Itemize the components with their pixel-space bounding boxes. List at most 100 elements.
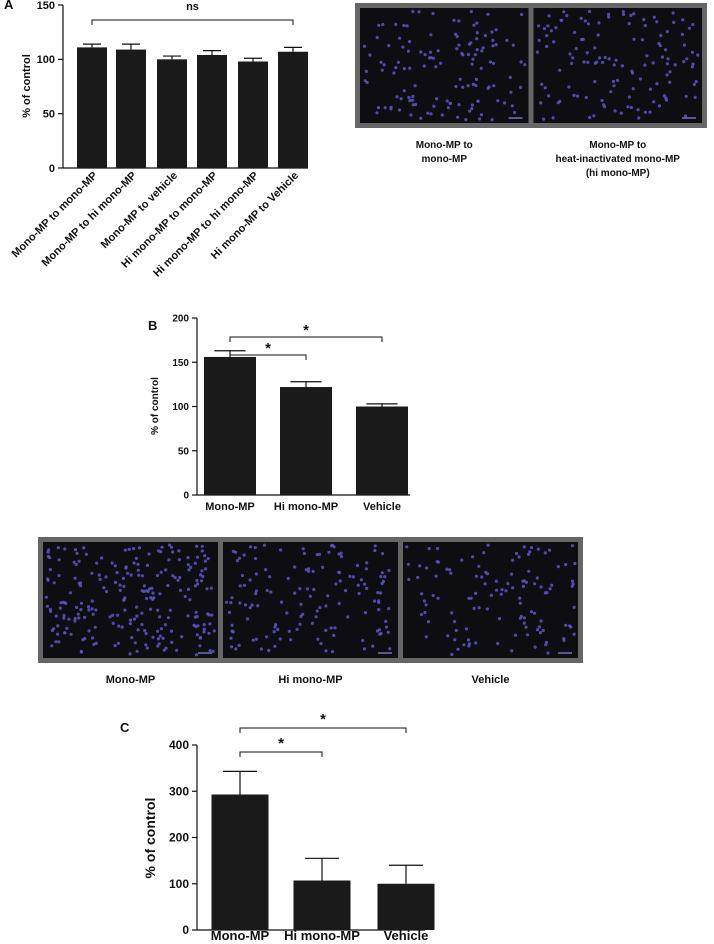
- cell-dot: [510, 649, 514, 653]
- cell-dot: [158, 592, 162, 596]
- cell-dot: [592, 114, 596, 118]
- cell-dot: [87, 629, 91, 633]
- cell-dot: [510, 104, 514, 108]
- cell-dot: [118, 588, 122, 593]
- cell-dot: [279, 548, 283, 552]
- cell-dot: [574, 47, 578, 51]
- cell-dot: [630, 71, 635, 75]
- cell-dot: [548, 548, 552, 552]
- cell-dot: [73, 576, 77, 580]
- cell-dot: [529, 546, 534, 550]
- cell-dot: [479, 113, 484, 117]
- cell-dot: [110, 561, 114, 565]
- cell-dot: [314, 615, 318, 619]
- cell-dot: [224, 600, 229, 604]
- cell-dot: [44, 595, 48, 599]
- cell-dot: [471, 57, 475, 61]
- cell-dot: [474, 77, 479, 81]
- cell-dot: [379, 575, 383, 579]
- cell-dot: [100, 556, 104, 560]
- cell-dot: [267, 648, 271, 653]
- x-tick-label: Mono-MP: [205, 501, 254, 513]
- cell-dot: [210, 613, 214, 617]
- cell-dot: [651, 61, 655, 65]
- cell-dot: [454, 84, 458, 89]
- cell-dot: [200, 569, 204, 573]
- cell-dot: [510, 586, 515, 590]
- cell-dot: [407, 577, 411, 582]
- cell-dot: [76, 612, 80, 616]
- cell-dot: [427, 56, 432, 60]
- significance-label: ns: [186, 1, 199, 13]
- cell-dot: [293, 565, 297, 569]
- cell-dot: [640, 38, 645, 42]
- bracket-line: [229, 336, 383, 342]
- cell-dot: [272, 630, 276, 634]
- cell-dot: [122, 584, 126, 589]
- cell-dot: [387, 568, 391, 573]
- cell-dot: [464, 627, 469, 631]
- cell-dot: [508, 75, 512, 79]
- bar: [157, 59, 187, 169]
- cell-dot: [310, 621, 314, 625]
- cell-dot: [413, 84, 417, 88]
- cell-dot: [56, 624, 60, 628]
- cell-dot: [405, 24, 409, 28]
- cell-dot: [117, 624, 121, 628]
- cell-dot: [461, 53, 465, 57]
- cell-dot: [545, 44, 549, 49]
- micrograph-pane: [360, 8, 529, 123]
- cell-dot: [408, 99, 412, 103]
- cell-dot: [434, 574, 438, 578]
- cell-dot: [554, 26, 558, 30]
- cell-dot: [195, 633, 199, 637]
- cell-dot: [212, 629, 216, 633]
- cell-dot: [440, 113, 444, 117]
- cell-dot: [150, 586, 154, 590]
- cell-dot: [579, 16, 583, 20]
- cell-dot: [72, 560, 76, 564]
- cell-dot: [609, 90, 613, 94]
- cell-dot: [379, 60, 383, 64]
- cell-dot: [422, 64, 426, 68]
- cell-dot: [528, 550, 532, 554]
- cell-dot: [522, 621, 527, 625]
- significance-bracket: [239, 727, 407, 733]
- cell-dot: [571, 582, 575, 586]
- cell-dot: [573, 30, 577, 34]
- cell-dot: [299, 614, 303, 619]
- cell-dot: [483, 34, 487, 38]
- cell-dot: [151, 635, 155, 639]
- y-tick-label: 50: [43, 109, 55, 121]
- cell-dot: [319, 642, 323, 646]
- cell-dot: [409, 113, 413, 117]
- cell-dot: [248, 606, 252, 610]
- cell-dot: [694, 80, 698, 84]
- cell-dot: [475, 48, 479, 52]
- cell-dot: [572, 605, 576, 610]
- micrograph-caption: Mono-MP: [106, 674, 155, 686]
- cell-dot: [381, 22, 385, 27]
- cell-dot: [254, 589, 258, 593]
- significance-bracket: [229, 336, 383, 342]
- cell-dots: [405, 543, 577, 657]
- cell-dot: [422, 599, 426, 603]
- cell-dot: [665, 62, 670, 66]
- cell-dot: [490, 118, 494, 122]
- x-tick-label: Mono-MP to vehicle: [99, 170, 180, 251]
- cell-dot: [363, 647, 367, 651]
- cell-dot: [536, 547, 540, 551]
- cell-dot: [265, 588, 269, 593]
- cell-dot: [111, 613, 115, 617]
- cell-dot: [470, 62, 474, 66]
- cell-dot: [549, 29, 554, 33]
- cell-dot: [124, 565, 128, 569]
- cell-dot: [198, 644, 202, 648]
- cell-dot: [177, 549, 181, 553]
- cell-dot: [491, 44, 495, 48]
- cell-dot: [379, 631, 383, 636]
- cell-dot: [449, 571, 453, 575]
- cell-dot: [111, 621, 115, 626]
- cell-dot: [363, 582, 367, 586]
